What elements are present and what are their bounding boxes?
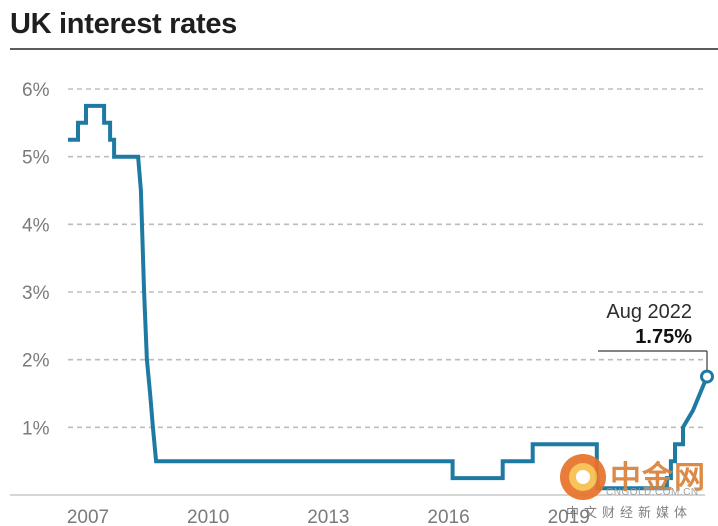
y-tick-label: 1% [22,418,50,439]
y-axis-tick-labels: 1% 2% 3% 4% 5% 6% [22,80,50,439]
annotation-point-marker [700,369,715,384]
watermark-tagline: 中文财经新媒体 [566,506,693,521]
x-axis-tick-labels: 2007 2010 2013 2016 2019 [67,507,590,526]
y-tick-label: 3% [22,283,50,304]
chart-title: UK interest rates [10,8,237,40]
x-tick-label: 2007 [67,507,109,526]
series-layer [68,103,709,491]
series-line-bank-rate [68,103,709,491]
title-underline [10,48,718,50]
y-tick-label: 4% [22,215,50,236]
y-tick-label: 5% [22,148,50,169]
y-tick-label: 6% [22,80,50,101]
annotation-value-label: 1.75% [635,326,692,348]
x-tick-label: 2016 [427,507,469,526]
annotation-date-label: Aug 2022 [606,301,692,323]
x-tick-label: 2019 [548,507,590,526]
x-tick-label: 2013 [307,507,349,526]
x-tick-label: 2010 [187,507,229,526]
y-tick-label: 2% [22,351,50,372]
watermark-logo-icon [560,454,606,500]
gridlines [68,88,705,429]
watermark-url: CNGOLD.COM.CN [606,487,699,498]
watermark: 中金网 CNGOLD.COM.CN 中文财经新媒体 [560,452,710,522]
watermark-name: 中金网 [610,460,706,496]
annotation: Aug 2022 1.75% [598,301,715,384]
